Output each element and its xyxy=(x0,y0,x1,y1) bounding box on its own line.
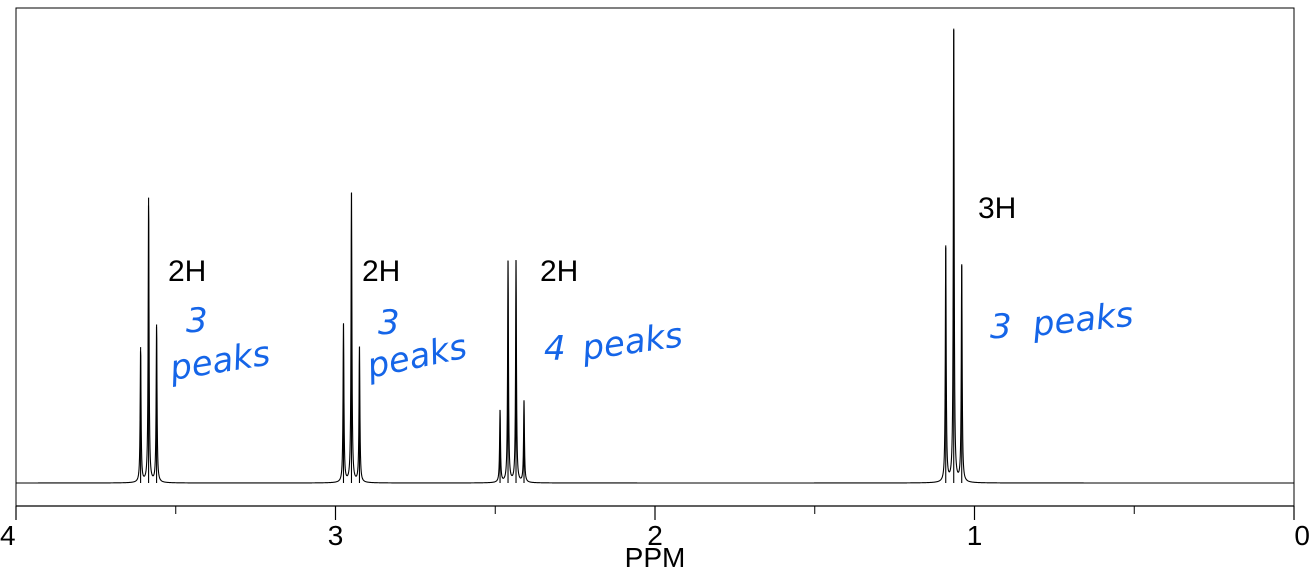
handwritten-note-3: 4 peaks xyxy=(544,315,685,369)
note-4-number: 3 xyxy=(990,307,1012,347)
integration-label-3.6ppm: 2H xyxy=(168,255,206,288)
note-1-word: peaks xyxy=(166,334,273,389)
handwritten-note-1: 3 peaks xyxy=(166,301,273,389)
note-3-word: peaks xyxy=(579,315,685,369)
spectrum-trace xyxy=(16,28,1294,484)
x-tick-label: 1 xyxy=(967,520,983,551)
note-3-number: 4 xyxy=(544,329,566,369)
x-axis-ticks xyxy=(15,506,1295,520)
x-tick-label: 2 xyxy=(647,520,663,551)
integration-label-1.07ppm: 3H xyxy=(978,192,1016,225)
integration-label-2.95ppm: 2H xyxy=(362,255,400,288)
x-tick-label: 0 xyxy=(1294,520,1310,551)
note-2-number: 3 xyxy=(378,303,400,343)
peak-markers xyxy=(140,30,963,483)
handwritten-note-2: 3 peaks xyxy=(363,303,471,387)
x-axis-tick-labels: 4 3 2 1 0 xyxy=(0,520,1310,551)
x-axis-title: PPM xyxy=(625,542,686,573)
handwritten-note-4: 3 peaks xyxy=(990,295,1135,347)
note-4-word: peaks xyxy=(1030,295,1135,345)
plot-frame xyxy=(15,7,1295,507)
note-1-number: 3 xyxy=(186,301,208,341)
x-tick-label: 3 xyxy=(328,520,344,551)
x-tick-label: 4 xyxy=(0,520,16,551)
integration-label-2.45ppm: 2H xyxy=(540,255,578,288)
